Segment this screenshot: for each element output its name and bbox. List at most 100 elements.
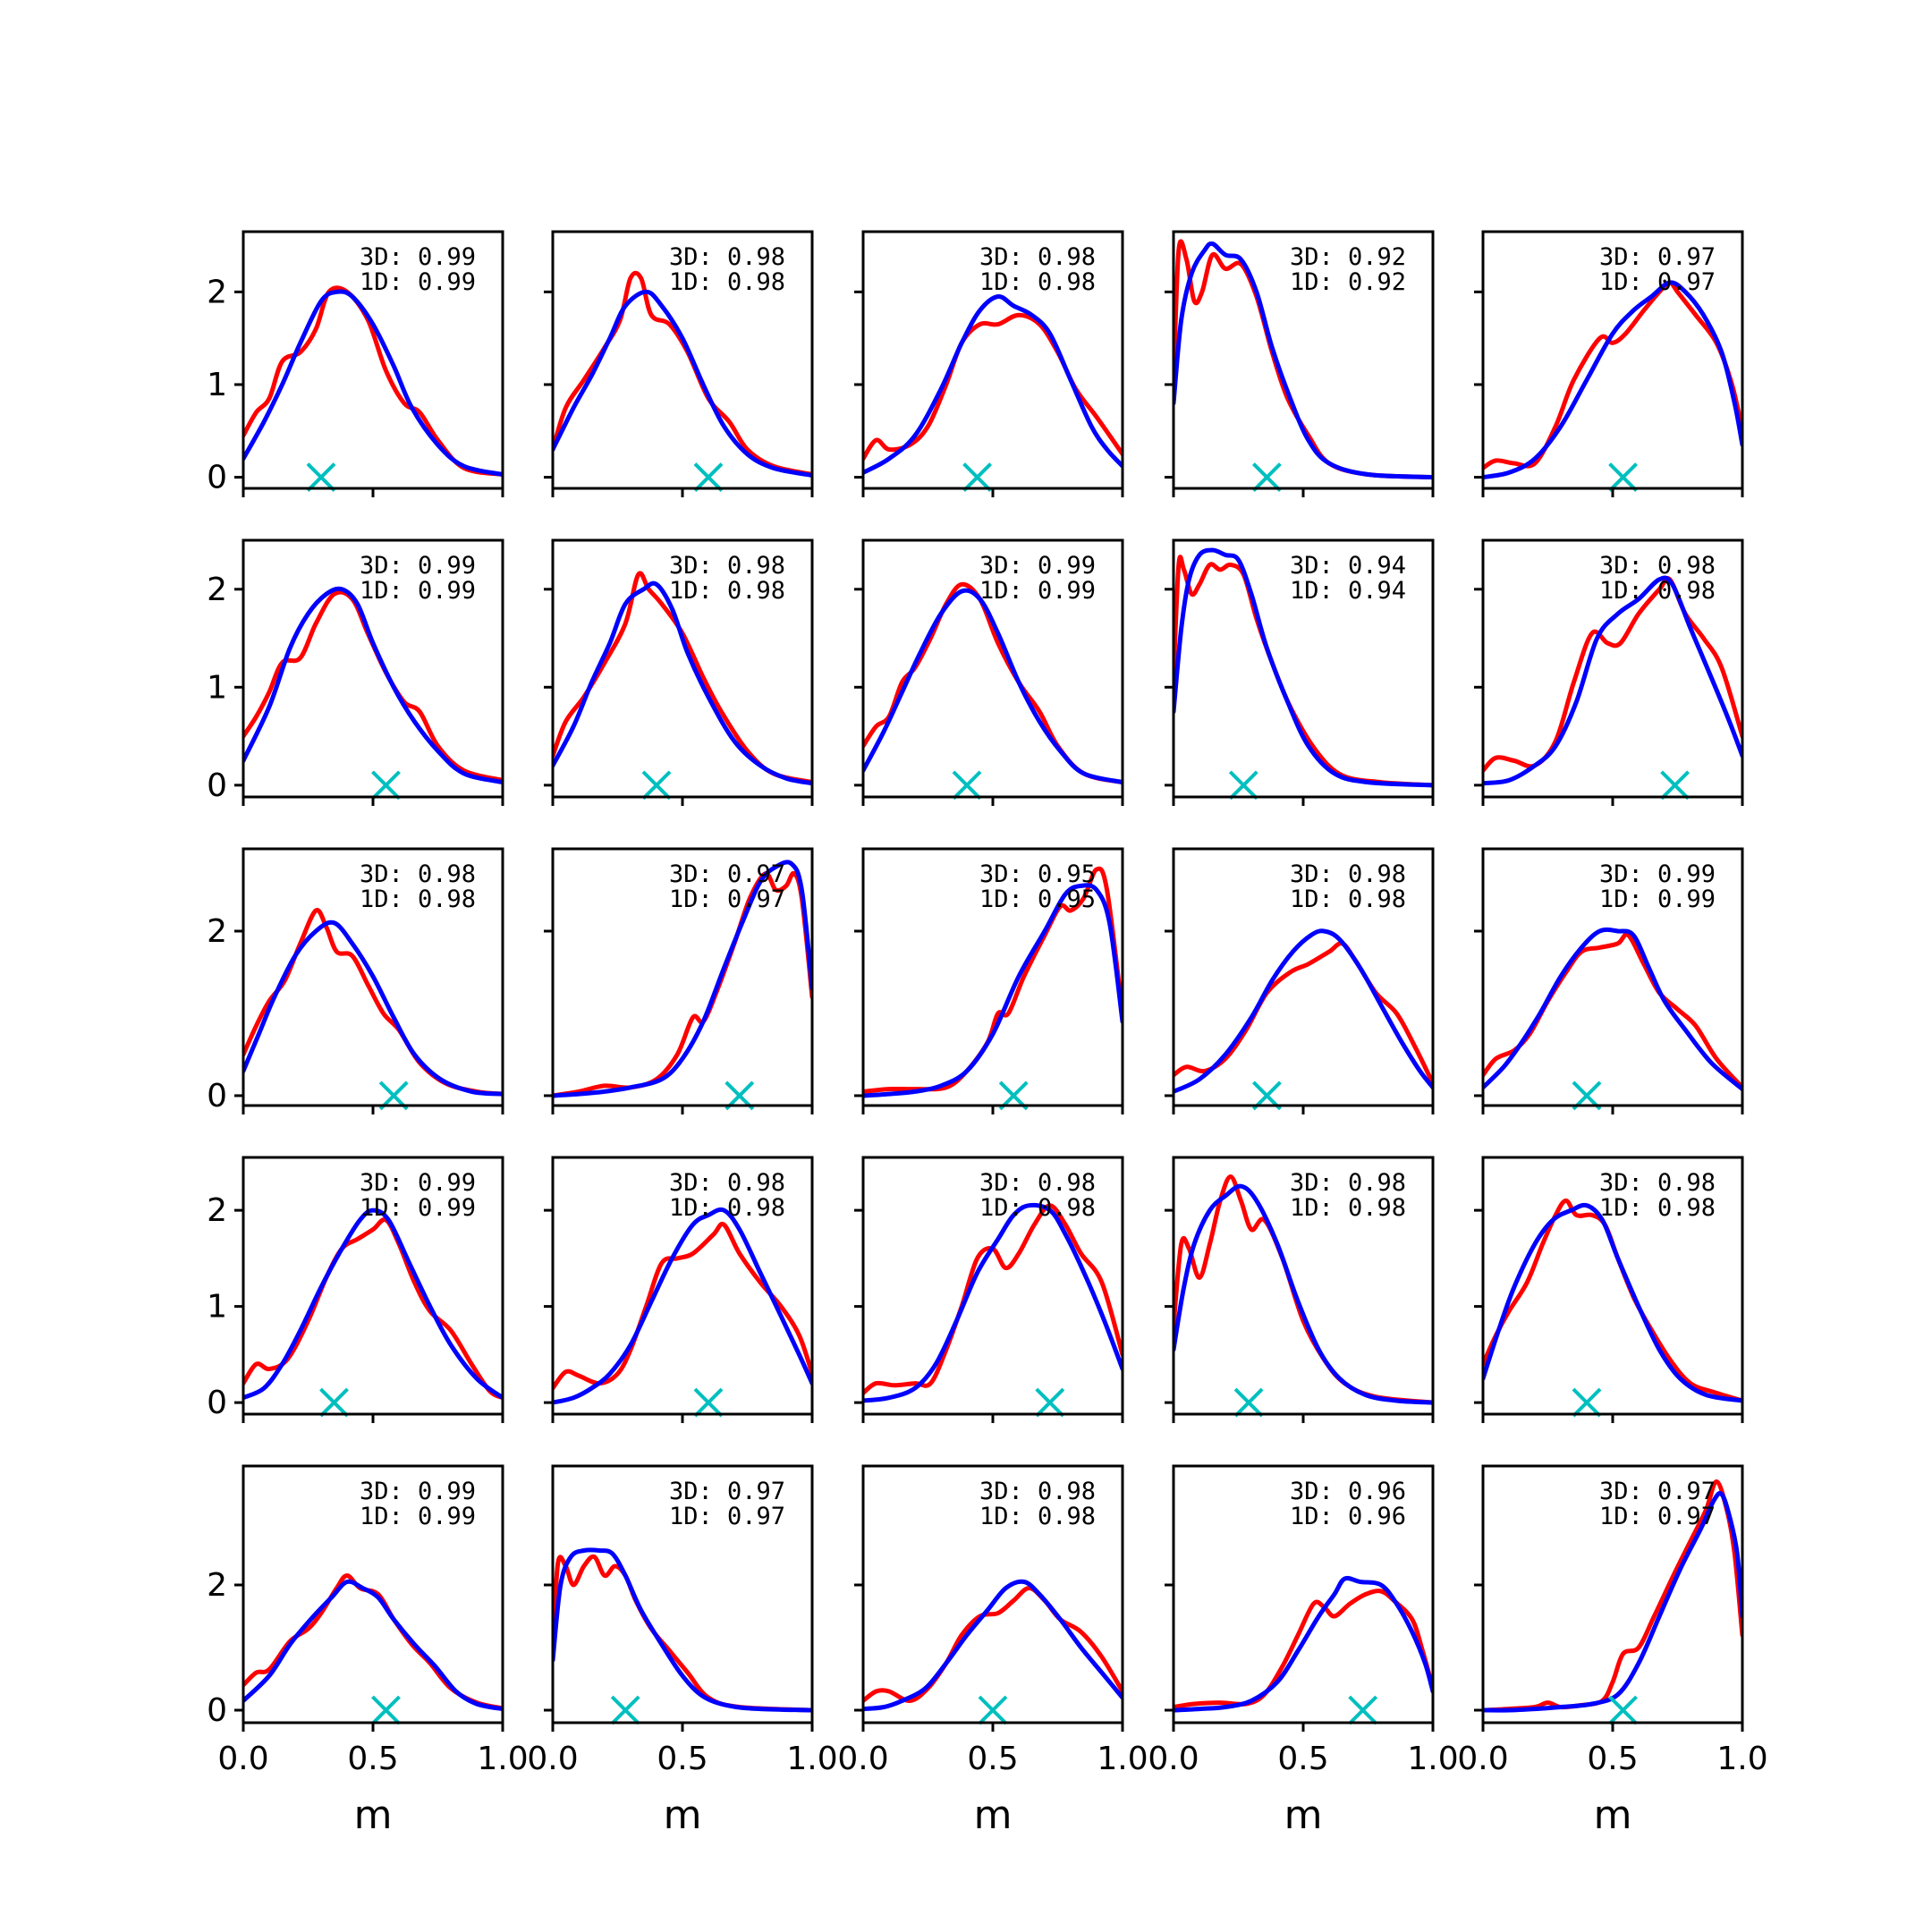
score-1d-annotation: 1D: 0.97	[669, 1503, 785, 1530]
score-3d-annotation: 3D: 0.98	[360, 860, 476, 888]
score-1d-annotation: 1D: 0.92	[1290, 268, 1406, 296]
x-axis-label: m	[1284, 1792, 1323, 1838]
x-tick-label: 0.5	[1277, 1741, 1328, 1777]
panel-curves	[863, 293, 1123, 475]
score-3d-annotation: 3D: 0.98	[979, 1478, 1096, 1505]
score-1d-annotation: 1D: 0.98	[1599, 577, 1716, 605]
blue-density-curve	[553, 860, 812, 1098]
y-tick-label: 2	[207, 572, 227, 608]
x-tick-label: 0.5	[967, 1741, 1018, 1777]
panel-curves	[863, 866, 1123, 1098]
marker-stroke	[1251, 462, 1282, 492]
y-tick-label: 2	[207, 274, 227, 310]
cyan-x-marker	[1251, 462, 1282, 492]
red-density-curve	[863, 1586, 1123, 1703]
y-tick-label: 2	[207, 1192, 227, 1229]
cyan-x-marker	[1348, 1695, 1378, 1725]
blue-density-curve	[863, 1579, 1123, 1712]
marker-stroke	[1660, 770, 1690, 801]
score-3d-annotation: 3D: 0.95	[979, 860, 1096, 888]
marker-stroke	[1348, 1695, 1378, 1725]
y-tick-label: 0	[207, 1078, 227, 1114]
blue-density-curve	[243, 586, 503, 785]
panel-curves	[1174, 1174, 1433, 1405]
score-1d-annotation: 1D: 0.98	[1290, 1194, 1406, 1222]
marker-stroke	[978, 1695, 1008, 1725]
x-tick-label: 0.0	[527, 1741, 578, 1777]
red-density-curve	[553, 270, 812, 477]
x-tick-label: 0.0	[1457, 1741, 1508, 1777]
marker-stroke	[371, 770, 401, 801]
panel-curves	[1174, 1575, 1433, 1713]
score-1d-annotation: 1D: 0.94	[1290, 577, 1406, 605]
panel-curves	[243, 1573, 503, 1712]
score-3d-annotation: 3D: 0.94	[1290, 552, 1406, 580]
blue-density-curve	[1483, 280, 1742, 480]
x-tick-label: 0.0	[217, 1741, 268, 1777]
marker-stroke	[693, 462, 724, 492]
panel-curves	[553, 270, 812, 478]
score-3d-annotation: 3D: 0.96	[1290, 1478, 1406, 1505]
blue-density-curve	[243, 1579, 503, 1712]
score-1d-annotation: 1D: 0.98	[1290, 886, 1406, 913]
x-axis-label: m	[354, 1792, 393, 1838]
marker-stroke	[1233, 1387, 1264, 1418]
cyan-x-marker	[371, 1695, 401, 1725]
blue-density-curve	[1174, 1183, 1433, 1405]
score-3d-annotation: 3D: 0.97	[669, 860, 785, 888]
cyan-x-marker	[978, 1695, 1008, 1725]
score-3d-annotation: 3D: 0.97	[1599, 243, 1716, 271]
panel-curves	[1174, 928, 1433, 1094]
blue-density-curve	[1483, 1202, 1742, 1403]
panel-curves	[1483, 1479, 1742, 1713]
cyan-x-marker	[319, 1387, 349, 1418]
panel-curves	[553, 1547, 812, 1713]
cyan-x-marker	[693, 1387, 724, 1418]
score-3d-annotation: 3D: 0.98	[979, 1169, 1096, 1197]
cyan-x-marker	[693, 462, 724, 492]
panel-curves	[553, 860, 812, 1098]
blue-density-curve	[1483, 1491, 1742, 1713]
score-1d-annotation: 1D: 0.99	[360, 577, 476, 605]
y-tick-label: 1	[207, 367, 227, 403]
blue-density-curve	[1483, 575, 1742, 786]
score-1d-annotation: 1D: 0.98	[669, 1194, 785, 1222]
blue-density-curve	[553, 1547, 812, 1713]
blue-density-curve	[553, 580, 812, 786]
cyan-x-marker	[641, 770, 672, 801]
score-1d-annotation: 1D: 0.99	[979, 577, 1096, 605]
score-3d-annotation: 3D: 0.97	[669, 1478, 785, 1505]
score-1d-annotation: 1D: 0.99	[360, 268, 476, 296]
score-1d-annotation: 1D: 0.97	[1599, 1503, 1716, 1530]
panel-curves	[1174, 239, 1433, 480]
score-1d-annotation: 1D: 0.97	[669, 886, 785, 913]
cyan-x-marker	[306, 462, 336, 492]
cyan-x-marker	[962, 462, 993, 492]
blue-density-curve	[553, 289, 812, 478]
marker-stroke	[952, 770, 982, 801]
x-tick-label: 0.5	[657, 1741, 708, 1777]
marker-stroke	[641, 770, 672, 801]
score-3d-annotation: 3D: 0.98	[1290, 1169, 1406, 1197]
blue-density-curve	[863, 1202, 1123, 1403]
panel-curves	[863, 1579, 1123, 1712]
x-tick-label: 1.0	[1716, 1741, 1767, 1777]
panel-curves	[1174, 547, 1433, 788]
